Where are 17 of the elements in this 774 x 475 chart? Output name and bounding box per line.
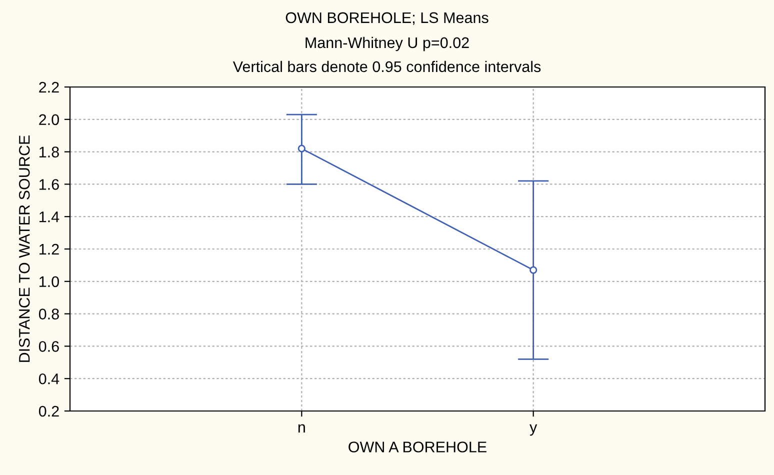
chart-title: OWN BOREHOLE; LS Means xyxy=(286,12,488,25)
chart-subtitle: Mann-Whitney U p=0.02 Vertical bars denote 0.95 confidence intervals xyxy=(232,36,541,72)
y-tick-label: 1.4 xyxy=(40,212,60,222)
y-tick-label: 1.2 xyxy=(40,244,59,255)
y-tick-label: 0.8 xyxy=(38,308,59,320)
y-tick-label: 0.6 xyxy=(38,341,59,352)
x-axis-title: OWN A BOREHOLE xyxy=(348,442,486,452)
y-tick-label: 1.0 xyxy=(40,276,59,288)
y-tick-label: 0.4 xyxy=(38,373,60,384)
x-tick-label: n xyxy=(298,424,305,432)
y-tick-label: 2.0 xyxy=(39,114,59,126)
y-axis-title: DISTANCE TO WATER SOURCE xyxy=(18,135,30,362)
y-tick-label: 1.6 xyxy=(40,179,59,190)
y-tick-label: 2.2 xyxy=(39,82,59,93)
y-tick-label: 1.8 xyxy=(40,146,59,158)
x-tick-label: y xyxy=(530,424,538,436)
y-tick-label: 0.2 xyxy=(38,406,59,417)
